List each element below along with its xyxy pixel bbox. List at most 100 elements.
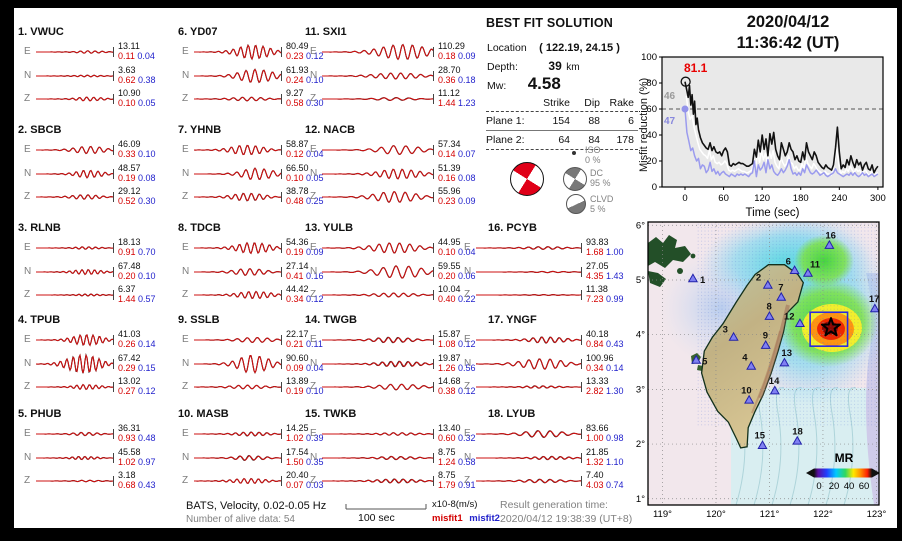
colorbar-title: MR [835,451,854,465]
trace-values: 13.33 2.82 1.30 [586,376,624,396]
focal-mechanism-beachball-icon [510,162,544,196]
synthetic-waveform [194,44,282,61]
waveform-trace [322,382,434,392]
trace-values: 3.18 0.68 0.43 [118,470,156,490]
station-header: 7. YHNB [178,124,222,136]
misfit1-value: 0.40 [438,294,456,304]
trace-values: 36.31 0.93 0.48 [118,423,156,443]
generation-time-value: 2020/04/12 19:38:39 (UT+8) [500,513,633,525]
trace-values: 38.78 0.48 0.25 [286,186,324,206]
waveform-trace [322,335,434,345]
misfit1-value: 0.36 [438,75,456,85]
alive-data-count: Number of alive data: 54 [186,514,295,525]
misfit2-value: 0.05 [138,98,156,108]
plane2-rake: 178 [616,134,634,146]
misfit1-value: 1.08 [438,339,456,349]
map-lat-label: 22° [636,439,645,450]
peak-amplitude: 66.50 [286,163,309,173]
misfit1-value: 0.33 [118,149,136,159]
peak-amplitude: 15.87 [438,329,461,339]
misfit1-value: 0.19 [118,173,136,183]
china-coast-blob [648,271,666,287]
peak-amplitude: 57.34 [438,139,461,149]
misfit2-value: 0.57 [138,294,156,304]
map-lon-label: 121° [760,509,780,517]
station-header: 5. PHUB [18,408,62,420]
station-header: 2. SBCB [18,124,62,136]
map-station-number: 18 [792,426,803,437]
misfit-xlabel: Time (sec) [746,207,800,219]
depth-row: Depth: 39 km [487,57,580,75]
map-station-triangle-icon [802,267,814,277]
map-station-triangle-icon [769,385,780,395]
synthetic-waveform [322,145,434,155]
waveform-trace [194,267,282,277]
peak-amplitude: 61.93 [286,65,309,75]
component-label: Z [182,191,189,202]
map-station-triangle-icon [691,354,702,364]
waveform-trace [476,382,582,392]
component-label: Z [24,289,31,300]
misfit1-value: 0.29 [118,363,136,373]
peak-amplitude: 14.68 [438,376,461,386]
colorbar-tick-label: 40 [844,481,855,492]
purple-start-marker [681,105,689,113]
waveform-trace [322,145,434,155]
misfit1-value: 0.10 [118,98,136,108]
misfit1-value: 0.23 [438,196,456,206]
misfit-series-white [685,95,879,178]
misfit2-value: 0.12 [306,294,324,304]
synthetic-waveform [322,432,434,436]
component-label: N [182,266,190,277]
map-station-triangle-icon [744,394,755,404]
y-tick-label: 60 [646,104,657,115]
iso-labels: ISO 0 % [585,145,601,165]
synthetic-waveform [322,43,434,61]
component-label: Z [182,289,189,300]
trace-values: 19.87 1.26 0.56 [438,353,476,373]
misfit1-value: 0.16 [438,173,456,183]
colorbar-tick-label: 60 [859,481,870,492]
epicenter-search-box [809,311,849,347]
station-header: 14. TWGB [305,314,357,326]
clvd-label: CLVD [590,194,614,204]
waveform-trace [194,429,282,439]
y-tick-label: 40 [646,130,657,141]
synthetic-waveform [194,455,282,461]
map-station-triangle-icon [776,291,787,301]
scalebar-label: 100 sec [358,512,395,524]
synthetic-waveform [476,358,582,370]
colorbar-right-arrow [872,468,879,478]
peak-amplitude: 13.33 [586,376,609,386]
component-label: Z [24,191,31,202]
station-header: 17. YNGF [488,314,537,326]
map-frame [647,221,880,506]
misfit2-value: 0.04 [458,247,476,257]
map-station-triangle-icon [789,265,800,274]
station-header: 8. TDCB [178,222,221,234]
mw-row: Mw: 4.58 [487,74,561,94]
misfit2-value: 0.12 [458,386,476,396]
component-label: N [182,70,190,81]
synthetic-waveform [36,74,114,78]
peak-amplitude: 45.58 [118,447,141,457]
peak-amplitude: 83.66 [586,423,609,433]
misfit1-value: 1.50 [286,457,304,467]
colorbar-tick-label: 0 [816,481,821,492]
trace-values: 61.93 0.24 0.10 [286,65,324,85]
peak-amplitude: 17.54 [286,447,309,457]
waveform-trace [194,354,282,374]
misfit2-value: 1.43 [606,271,624,281]
trace-values: 57.34 0.14 0.07 [438,139,476,159]
misfit2-value: 0.04 [137,51,155,61]
coastal-island [677,268,683,274]
map-station-triangle-icon [794,318,805,328]
best-solution-marker [680,76,691,87]
synthetic-waveform [322,478,434,484]
station-header: 15. TWKB [305,408,357,420]
misfit1-value: 0.58 [286,98,304,108]
col-dip: Dip [584,97,600,109]
waveform-trace [36,169,114,179]
epicenter-star-icon [820,317,841,337]
location-row: Location ( 122.19, 24.15 ) [487,38,620,56]
